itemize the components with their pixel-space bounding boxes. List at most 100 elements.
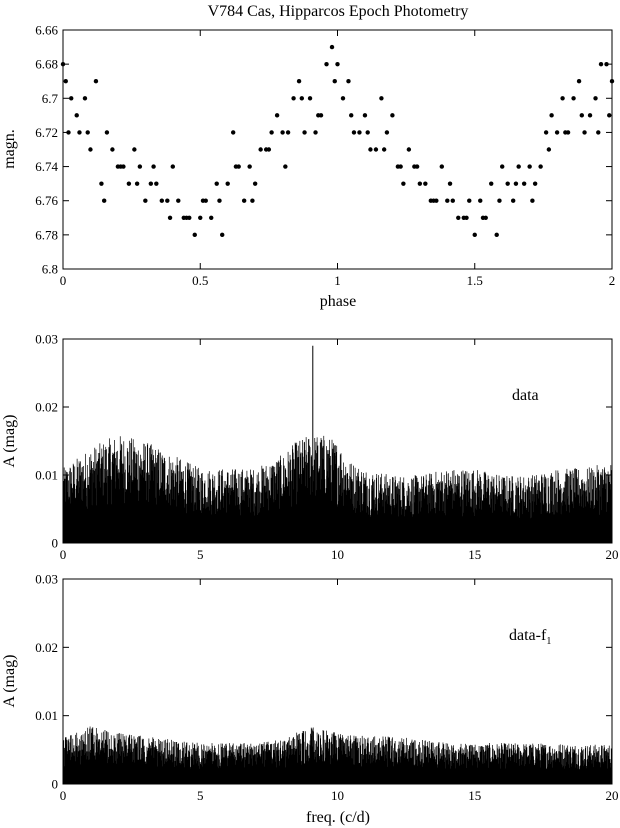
data-point (307, 96, 313, 101)
periodogram-residual-ytick-label: 0.01 (35, 708, 58, 723)
data-point (478, 198, 483, 203)
periodogram-residual-xtick-label: 5 (197, 788, 204, 803)
data-point (230, 130, 236, 135)
phase-plot-ytick-label: 6.72 (35, 125, 58, 140)
data-point (510, 198, 516, 203)
data-point (513, 181, 519, 186)
periodogram-residual-xtick-label: 15 (468, 788, 481, 803)
data-point (176, 198, 181, 203)
data-point (134, 181, 140, 186)
data-point (546, 147, 552, 152)
periodogram-residual-spectrum (62, 726, 613, 784)
data-point (445, 198, 450, 203)
data-point (250, 198, 255, 203)
data-point (609, 79, 615, 84)
data-point (571, 96, 576, 101)
data-point (417, 181, 423, 186)
data-point (217, 198, 222, 203)
data-point (209, 215, 214, 220)
data-point (291, 96, 296, 101)
data-point (165, 198, 170, 203)
data-point (85, 130, 90, 135)
data-point (351, 130, 357, 135)
data-point (241, 198, 247, 203)
data-point (283, 164, 288, 169)
data-point (151, 164, 156, 169)
periodogram-data-panel: 0 5 10 15 20 0 0.01 0.02 0.03 data A (mag) (1, 332, 619, 563)
data-point (299, 96, 305, 101)
periodogram-residual-ylabel: A (mag) (1, 655, 18, 708)
periodogram-residual-annotation-main: data-f (509, 627, 547, 644)
data-point (137, 164, 143, 169)
data-point (579, 113, 585, 118)
phase-plot-xtick-label: 2 (609, 273, 616, 288)
data-point (349, 113, 354, 118)
periodogram-residual-ytick-label: 0.03 (35, 572, 58, 587)
periodogram-data-ytick-label: 0.02 (35, 400, 58, 415)
periodogram-residual-panel: 0 5 10 15 20 0 0.01 0.02 0.03 data-f1 freq. (c/d… (1, 572, 619, 827)
phase-plot-ytick-label: 6.8 (42, 262, 58, 277)
data-point (497, 198, 502, 203)
data-point (538, 164, 543, 169)
phase-plot-ytick-label: 6.78 (35, 227, 58, 242)
data-point (132, 147, 137, 152)
data-point (472, 232, 477, 238)
periodogram-residual-spectrum-lines (62, 726, 613, 784)
data-point (159, 198, 165, 203)
data-point (414, 164, 420, 169)
data-point (390, 113, 395, 118)
data-point (516, 164, 521, 169)
data-point (530, 198, 535, 203)
periodogram-residual-xtick-label: 10 (331, 788, 344, 803)
data-point (225, 181, 230, 186)
data-point (365, 130, 370, 135)
data-point (143, 198, 148, 203)
data-point (88, 147, 93, 152)
data-point (332, 79, 337, 84)
data-point (274, 113, 280, 118)
periodogram-data-ylabel: A (mag) (1, 415, 18, 468)
periodogram-data-xtick-label: 10 (331, 547, 344, 562)
data-point (560, 96, 565, 101)
data-point (118, 164, 123, 169)
data-point (110, 147, 115, 152)
data-point (74, 113, 79, 118)
periodogram-residual-annotation: data-f1 (509, 627, 551, 647)
data-point (154, 181, 159, 186)
data-point (447, 181, 453, 186)
periodogram-data-spectrum-lines (62, 435, 613, 543)
data-point (285, 130, 291, 135)
data-point (324, 61, 329, 67)
periodogram-residual-xtick-label: 0 (60, 788, 67, 803)
phase-plot-xtick-label: 1 (334, 273, 341, 288)
data-point (192, 232, 197, 238)
periodogram-data-xtick-label: 0 (60, 547, 67, 562)
periodogram-residual-frame (62, 578, 613, 785)
phase-plot-xtick-label: 0 (60, 273, 67, 288)
data-point (379, 96, 384, 101)
phase-plot-xlabel: phase (320, 293, 356, 310)
data-point (554, 130, 560, 135)
periodogram-data-xtick-label: 15 (468, 547, 481, 562)
data-point (77, 130, 82, 135)
data-point (200, 198, 206, 203)
data-point (252, 181, 258, 186)
data-point (549, 113, 554, 118)
data-point (527, 164, 532, 169)
data-point (247, 164, 252, 169)
data-point (480, 215, 486, 220)
data-point (500, 164, 505, 169)
phase-plot-ytick-label: 6.68 (35, 57, 58, 72)
phase-plot-axes: 0 0.5 1 1.5 2 6.66 6.68 6.7 6.72 6.74 6.76 6.78 6.8 (35, 23, 615, 289)
data-point (406, 147, 412, 152)
data-point (593, 96, 598, 101)
figure-title: V784 Cas, Hipparcos Epoch Photometry (208, 3, 469, 20)
data-point (439, 164, 445, 169)
data-point (296, 79, 302, 84)
periodogram-data-xtick-label: 5 (197, 547, 204, 562)
data-point (69, 96, 74, 101)
data-point (214, 181, 219, 186)
data-point (431, 198, 436, 203)
periodogram-data-annotation: data (512, 387, 539, 404)
